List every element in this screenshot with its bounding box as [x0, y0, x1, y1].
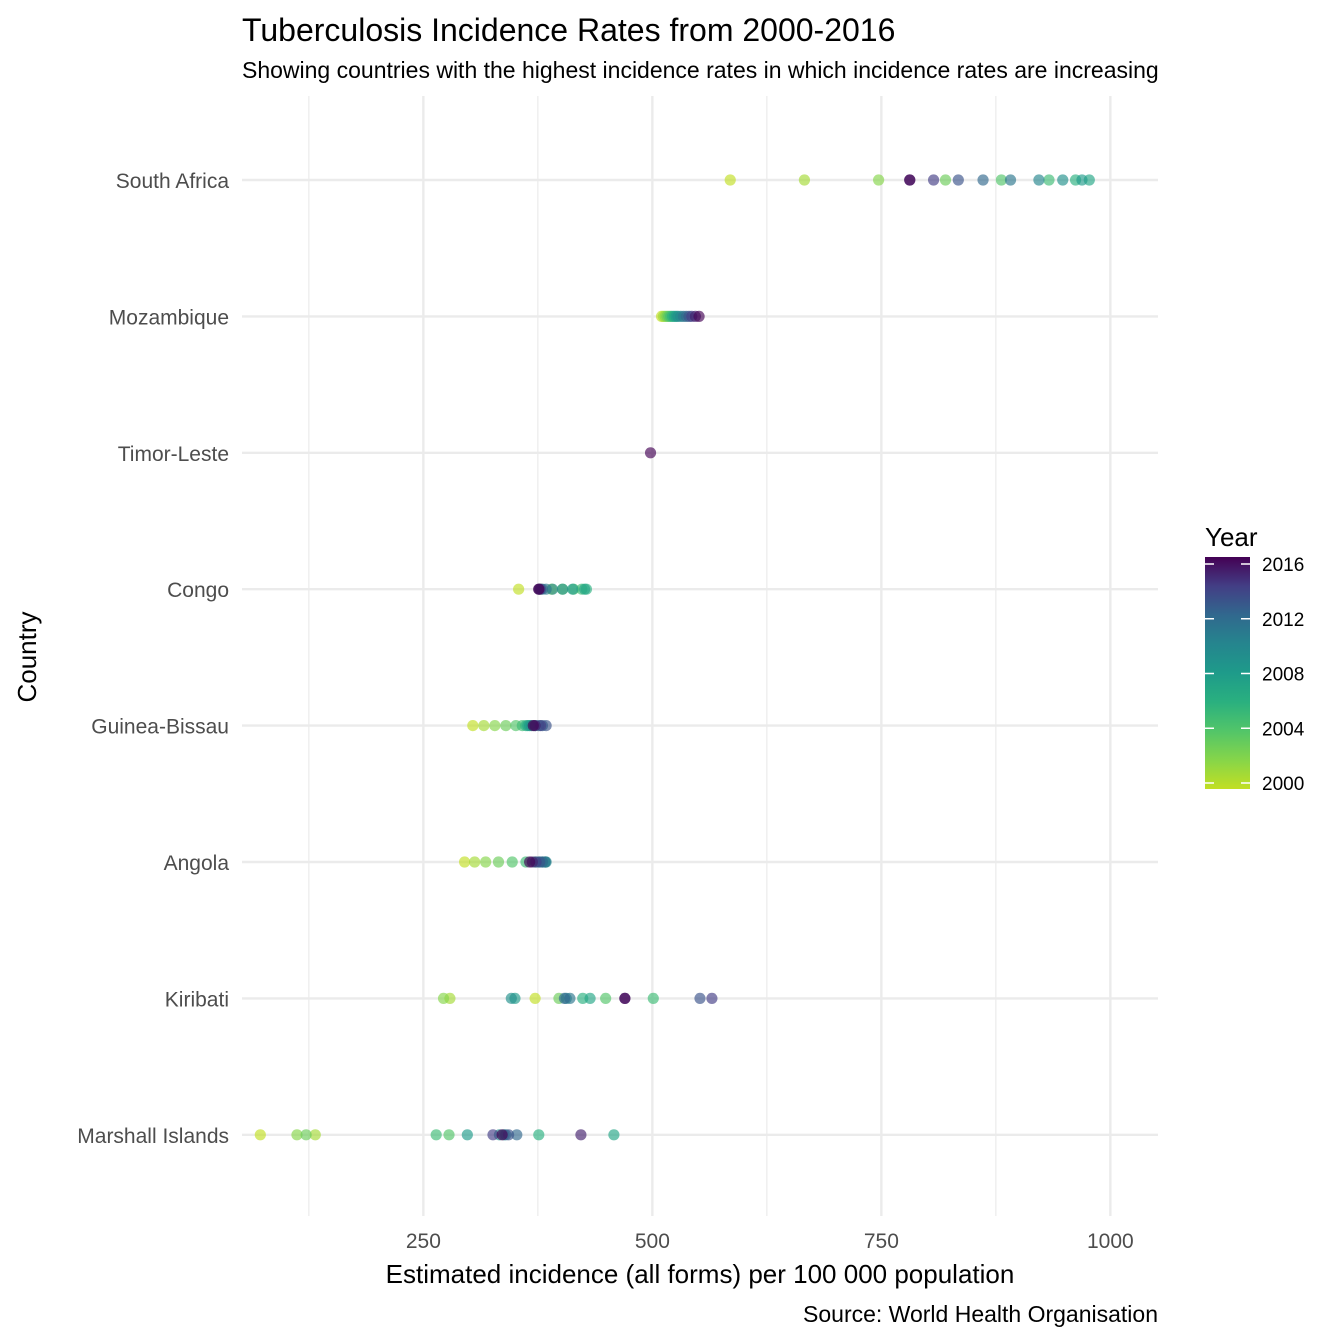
- data-point: [458, 856, 471, 868]
- data-point: [492, 856, 505, 868]
- chart-title: Tuberculosis Incidence Rates from 2000-2…: [242, 12, 895, 48]
- data-point: [952, 174, 964, 186]
- legend-title: Year: [1205, 522, 1258, 552]
- x-tick-label: 500: [635, 1230, 670, 1253]
- data-point: [693, 310, 705, 322]
- data-point: [558, 992, 571, 1005]
- data-point: [1004, 174, 1017, 186]
- data-point: [873, 174, 885, 186]
- data-point: [487, 1129, 499, 1141]
- data-point: [480, 856, 492, 868]
- legend-tick-label: 2004: [1262, 719, 1305, 740]
- data-point: [524, 856, 536, 868]
- data-point: [608, 1129, 620, 1141]
- data-point: [647, 992, 659, 1005]
- data-point: [443, 1129, 455, 1141]
- x-axis-ticks: 250 500 750 1000: [406, 1230, 1134, 1253]
- data-point: [939, 174, 952, 186]
- y-tick-label: Marshall Islands: [77, 1125, 229, 1148]
- data-point: [798, 174, 811, 186]
- data-point: [567, 583, 579, 595]
- data-point: [467, 720, 479, 732]
- y-tick-label: Guinea-Bissau: [91, 716, 229, 739]
- data-point: [533, 583, 545, 595]
- data-point: [469, 856, 481, 868]
- data-point: [430, 1129, 442, 1141]
- legend-tick-label: 2008: [1262, 665, 1304, 686]
- data-point: [506, 856, 518, 868]
- data-point: [584, 992, 596, 1005]
- color-legend: Year 2000 2004 2008 2012 2016: [1205, 522, 1305, 795]
- y-tick-label: Timor-Leste: [118, 443, 229, 466]
- data-point: [529, 992, 541, 1005]
- data-point: [694, 992, 706, 1005]
- data-point: [575, 1129, 587, 1141]
- data-point: [505, 992, 517, 1005]
- chart-subtitle: Showing countries with the highest incid…: [242, 57, 1159, 83]
- data-point: [995, 174, 1007, 186]
- data-point: [437, 992, 450, 1005]
- data-point: [724, 174, 736, 186]
- data-point: [513, 583, 525, 595]
- data-point: [1043, 174, 1055, 186]
- x-axis-title: Estimated incidence (all forms) per 100 …: [386, 1259, 1015, 1289]
- data-point: [1076, 174, 1088, 186]
- data-point: [1057, 174, 1069, 186]
- y-tick-label: Mozambique: [109, 306, 229, 329]
- grid: [242, 96, 1158, 1216]
- data-points: [254, 174, 1095, 1141]
- data-point: [644, 447, 657, 459]
- legend-tick-label: 2016: [1262, 555, 1304, 576]
- legend-tick-label: 2000: [1262, 774, 1304, 795]
- legend-tick-label: 2012: [1262, 610, 1304, 631]
- legend-ticks: 2000 2004 2008 2012 2016: [1205, 555, 1305, 795]
- data-point: [600, 992, 612, 1005]
- y-axis-ticks: South Africa Mozambique Timor-Leste Congo Gu…: [77, 170, 229, 1148]
- y-axis-title: Country: [12, 611, 42, 702]
- y-tick-label: Congo: [167, 579, 229, 602]
- data-point: [977, 174, 989, 186]
- y-tick-label: South Africa: [116, 170, 230, 193]
- data-point: [619, 992, 631, 1005]
- data-point: [300, 1129, 312, 1141]
- data-point: [578, 583, 591, 595]
- x-tick-label: 1000: [1087, 1230, 1134, 1253]
- data-point: [706, 992, 718, 1005]
- y-tick-label: Angola: [164, 852, 230, 875]
- chart-caption: Source: World Health Organisation: [803, 1301, 1158, 1327]
- data-point: [533, 1129, 545, 1141]
- data-point: [254, 1129, 266, 1141]
- data-point: [496, 1129, 508, 1141]
- y-tick-label: Kiribati: [165, 988, 229, 1011]
- data-point: [500, 720, 512, 732]
- data-point: [1033, 174, 1045, 186]
- x-tick-label: 250: [406, 1230, 441, 1253]
- data-point: [904, 174, 916, 186]
- data-point: [291, 1129, 303, 1141]
- data-point: [557, 583, 569, 595]
- data-point: [527, 720, 539, 732]
- data-point: [511, 1129, 523, 1141]
- data-point: [927, 174, 940, 186]
- x-tick-label: 750: [864, 1230, 899, 1253]
- data-point: [309, 1129, 321, 1141]
- data-point: [461, 1129, 473, 1141]
- data-point: [489, 720, 501, 732]
- data-point: [478, 720, 490, 732]
